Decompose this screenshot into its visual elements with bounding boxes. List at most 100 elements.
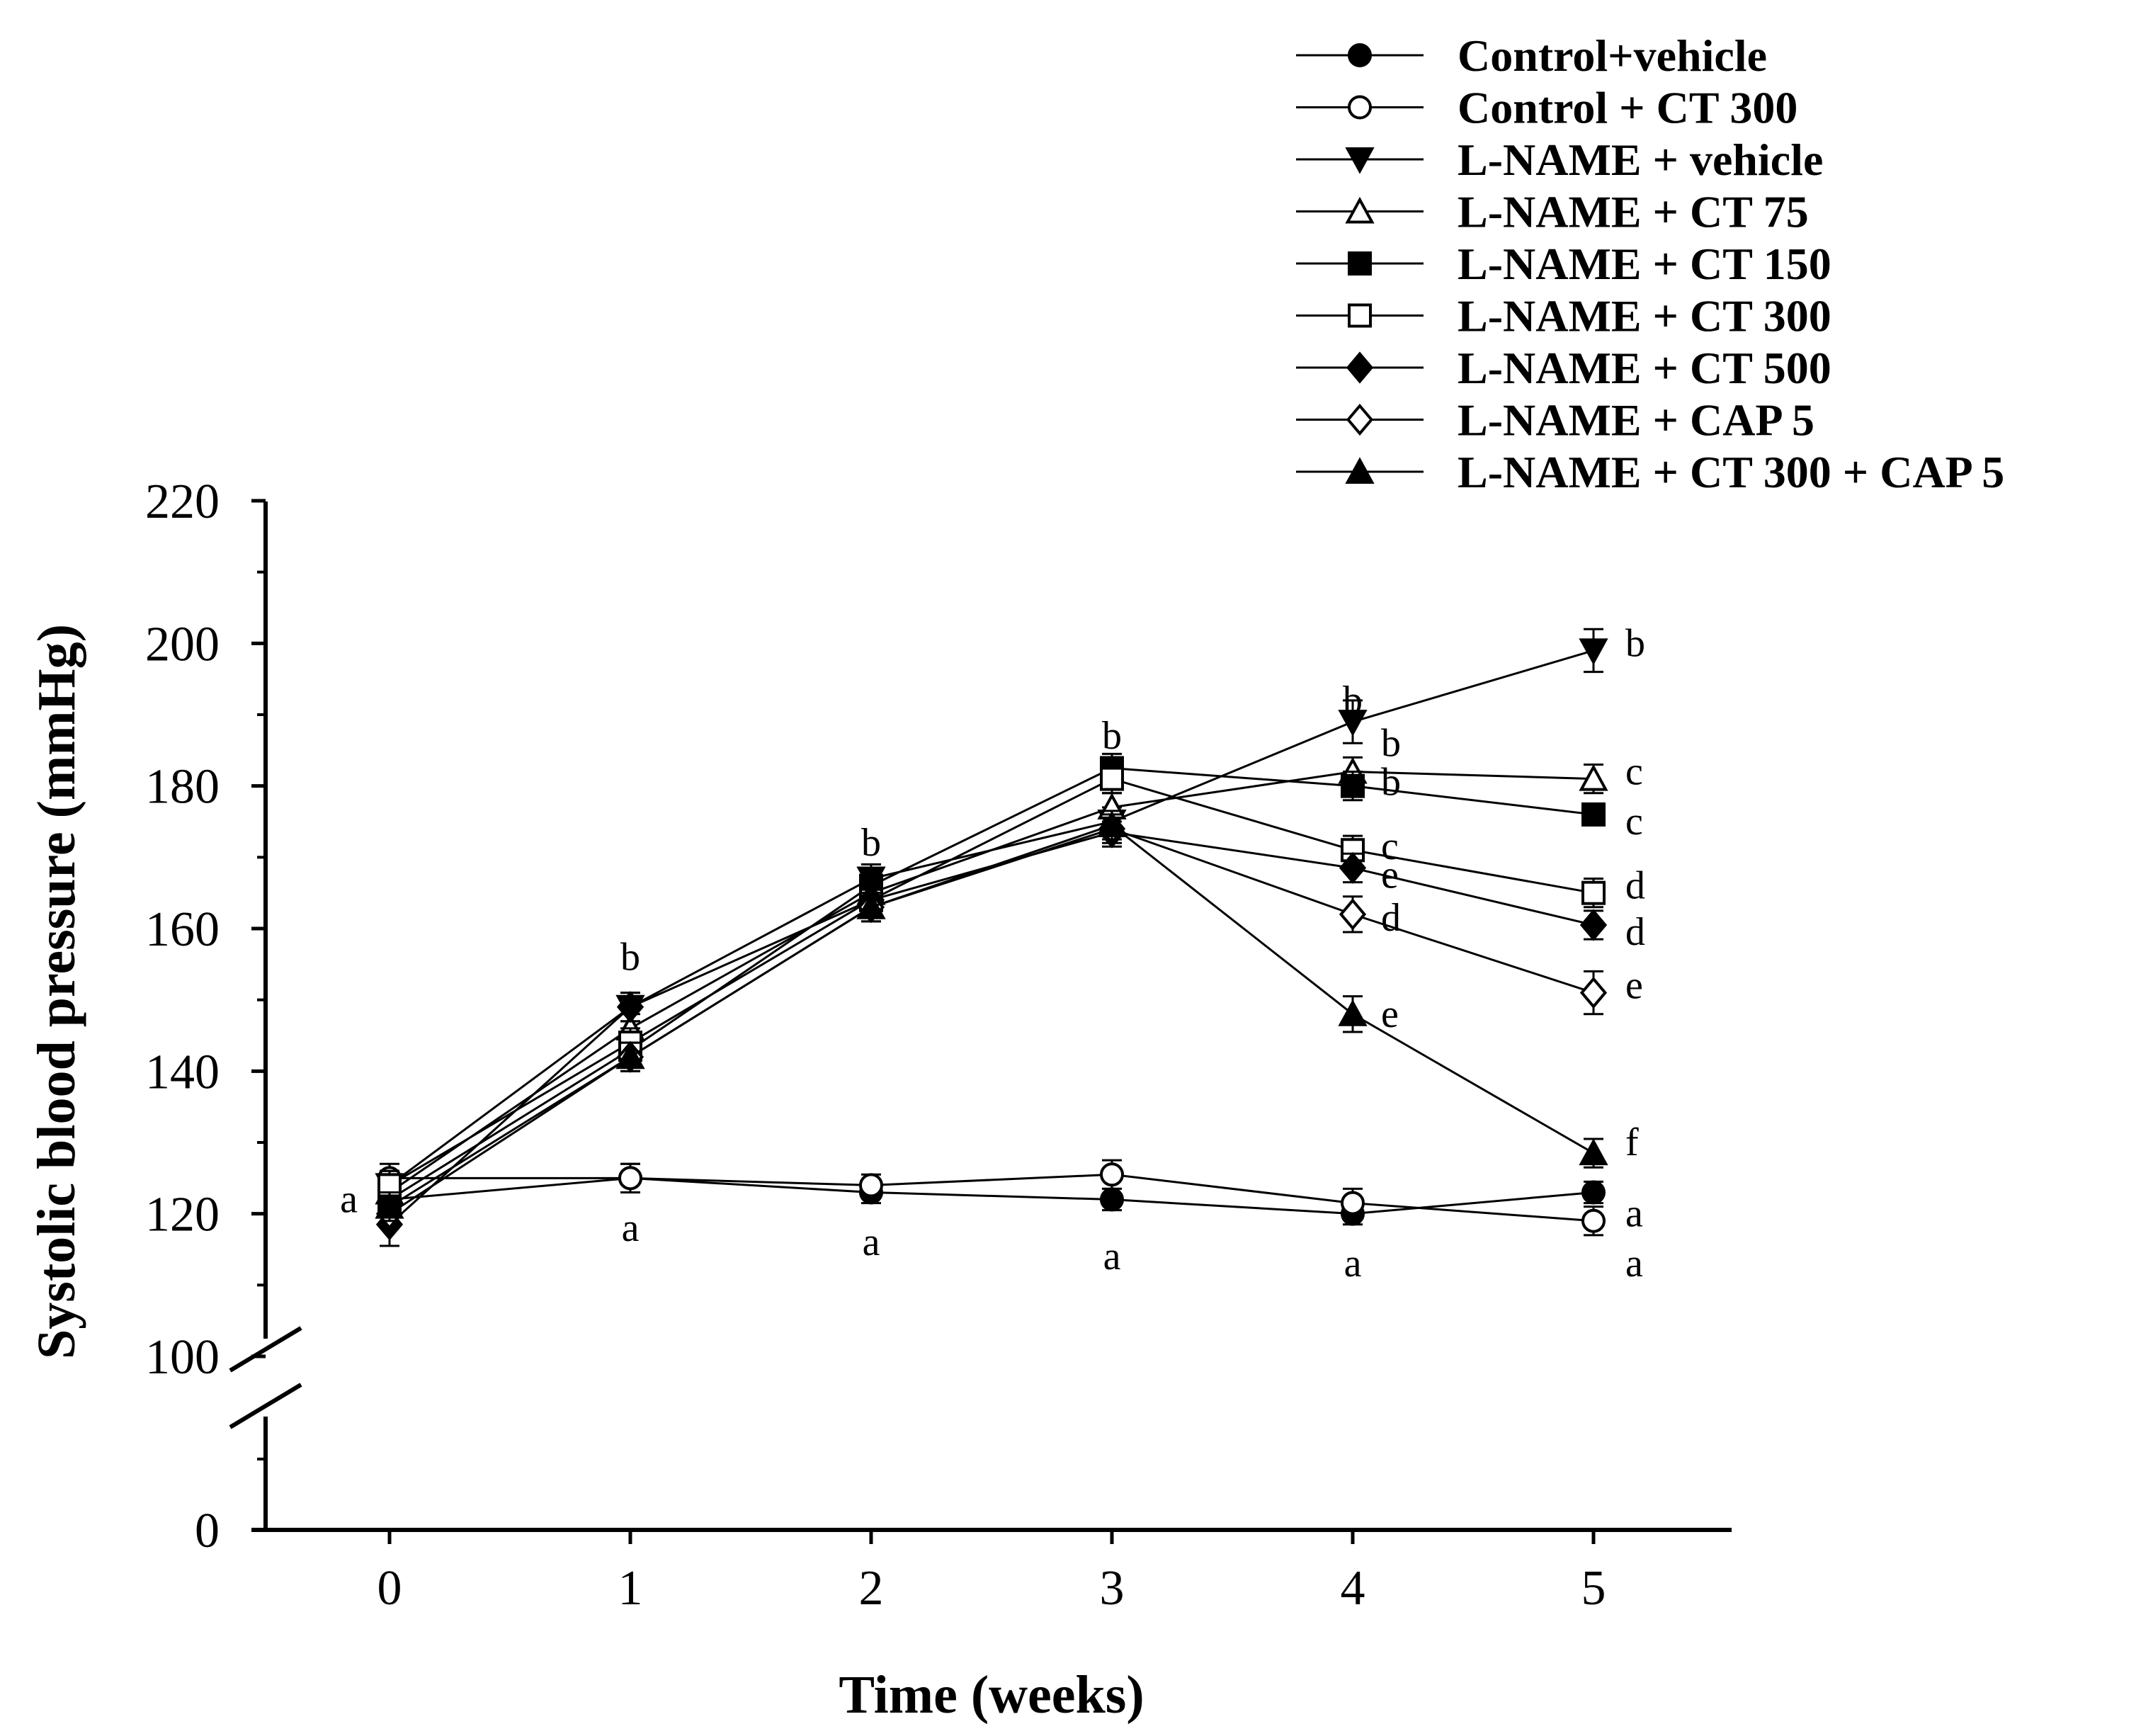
circle-open-marker xyxy=(1581,1208,1606,1233)
square-open-marker xyxy=(1581,880,1606,905)
series-line xyxy=(389,827,1594,1215)
y-axis-break-mark-top xyxy=(229,1326,302,1373)
significance-label: a xyxy=(863,1220,880,1264)
x-tick-label: 0 xyxy=(377,1561,402,1616)
y-tick-label: 200 xyxy=(145,617,220,671)
circle-filled-marker xyxy=(1348,43,1372,67)
x-tick-label: 5 xyxy=(1581,1561,1606,1616)
circle-open-marker xyxy=(859,1173,883,1198)
y-tick-label: 220 xyxy=(145,475,220,529)
triangle-up-filled-marker xyxy=(1097,810,1127,838)
legend-entry: Control+vehicle xyxy=(1296,30,1767,81)
significance-label: c xyxy=(1625,750,1643,794)
square-open-marker xyxy=(1100,766,1124,791)
y-tick-label: 120 xyxy=(145,1188,220,1242)
y-tick-label: 100 xyxy=(145,1330,220,1385)
significance-label: f xyxy=(1625,1121,1639,1164)
significance-label: a xyxy=(622,1206,640,1250)
triangle-up-filled-marker xyxy=(1579,1138,1608,1166)
series-line xyxy=(389,777,1594,1186)
significance-label: e xyxy=(1381,992,1399,1036)
diamond-filled-marker xyxy=(616,991,644,1023)
series-l-name-ct-300 xyxy=(377,763,1606,1201)
x-tick-label: 1 xyxy=(618,1561,643,1616)
legend-label: L-NAME + vehicle xyxy=(1458,135,1823,185)
triangle-up-open-marker xyxy=(1579,764,1608,791)
series-line xyxy=(389,824,1594,1208)
significance-label: a xyxy=(1103,1235,1121,1278)
x-tick-label: 2 xyxy=(859,1561,884,1616)
diamond-open-marker xyxy=(1339,898,1367,931)
significance-label: c xyxy=(1381,824,1399,868)
significance-label: e xyxy=(1625,964,1643,1008)
series-line xyxy=(389,766,1594,1201)
legend-label: L-NAME + CT 150 xyxy=(1458,239,1831,289)
y-tick-label: 180 xyxy=(145,760,220,815)
triangle-up-filled-marker xyxy=(375,1191,404,1219)
axis-ticks: 0 100 120 140 160 180 200 220 0 1 2 3 4 5 xyxy=(145,475,1606,1616)
series-line xyxy=(389,771,1594,1193)
axes: Systolic blood pressure (mmHg) Time (wee… xyxy=(27,501,1732,1725)
triangle-up-filled-marker xyxy=(1338,999,1368,1026)
x-tick-label: 4 xyxy=(1341,1561,1365,1616)
significance-label: a xyxy=(1625,1242,1643,1286)
diamond-open-marker xyxy=(1346,403,1374,436)
square-filled-marker xyxy=(1581,802,1606,827)
y-tick-label: 140 xyxy=(145,1045,220,1099)
legend-entry: L-NAME + vehicle xyxy=(1296,135,1823,185)
series-line xyxy=(390,1173,1594,1222)
series-line xyxy=(388,831,1594,1225)
significance-label: a xyxy=(1625,1192,1643,1236)
significance-label: b xyxy=(1381,761,1401,805)
x-axis-title: Time (weeks) xyxy=(839,1665,1144,1725)
diamond-filled-marker xyxy=(1579,909,1608,941)
x-tick-label: 3 xyxy=(1100,1561,1125,1616)
legend-label: Control+vehicle xyxy=(1458,30,1767,81)
y-tick-label: 0 xyxy=(195,1504,220,1558)
series-control-vehicle xyxy=(377,1162,1606,1226)
series-control-ct-300 xyxy=(377,1159,1606,1237)
legend-label: Control + CT 300 xyxy=(1458,83,1797,133)
diamond-filled-marker xyxy=(1339,851,1367,885)
circle-filled-marker xyxy=(1581,1180,1606,1205)
significance-label: b xyxy=(1102,714,1122,758)
circle-open-marker xyxy=(1348,95,1372,120)
legend-entry: L-NAME + CT 300 + CAP 5 xyxy=(1296,447,2004,497)
y-axis-break-mark-bottom xyxy=(229,1383,302,1429)
series-group xyxy=(375,628,1608,1247)
series-l-name-ct-150 xyxy=(377,752,1606,1215)
significance-label: d xyxy=(1625,864,1645,908)
y-axis-title: Systolic blood pressure (mmHg) xyxy=(27,624,86,1359)
series-l-name-ct-500 xyxy=(375,816,1608,1247)
significance-label: c xyxy=(1625,800,1643,844)
circle-open-marker xyxy=(1341,1191,1365,1215)
series-l-name-ct-75 xyxy=(375,756,1608,1208)
legend-label: L-NAME + CAP 5 xyxy=(1458,395,1814,446)
legend-entry: L-NAME + CT 150 xyxy=(1296,239,1831,289)
circle-open-marker xyxy=(618,1166,642,1191)
legend-label: L-NAME + CT 300 xyxy=(1458,291,1831,341)
square-filled-marker xyxy=(1348,251,1372,276)
significance-label: d xyxy=(1625,910,1645,954)
significance-label: a xyxy=(340,1178,358,1222)
series-l-name-cap-5 xyxy=(375,812,1608,1230)
legend-entry: Control + CT 300 xyxy=(1296,83,1797,133)
legend-label: L-NAME + CT 300 + CAP 5 xyxy=(1458,447,2004,497)
diamond-open-marker xyxy=(1579,977,1608,1009)
legend-entry: L-NAME + CT 300 xyxy=(1296,291,1831,341)
square-open-marker xyxy=(1348,303,1372,328)
significance-label: a xyxy=(1344,1242,1362,1286)
triangle-up-open-marker xyxy=(1345,196,1375,224)
significance-label: b xyxy=(861,821,881,865)
diamond-filled-marker xyxy=(1346,351,1374,384)
series-line xyxy=(389,1176,1594,1215)
triangle-down-filled-marker xyxy=(1579,638,1608,666)
significance-label: b xyxy=(1343,679,1363,722)
square-filled-marker xyxy=(1341,773,1365,798)
legend-entry: L-NAME + CT 500 xyxy=(1296,343,1831,393)
series-l-name-vehicle xyxy=(375,628,1608,1201)
triangle-down-filled-marker xyxy=(1345,147,1375,174)
